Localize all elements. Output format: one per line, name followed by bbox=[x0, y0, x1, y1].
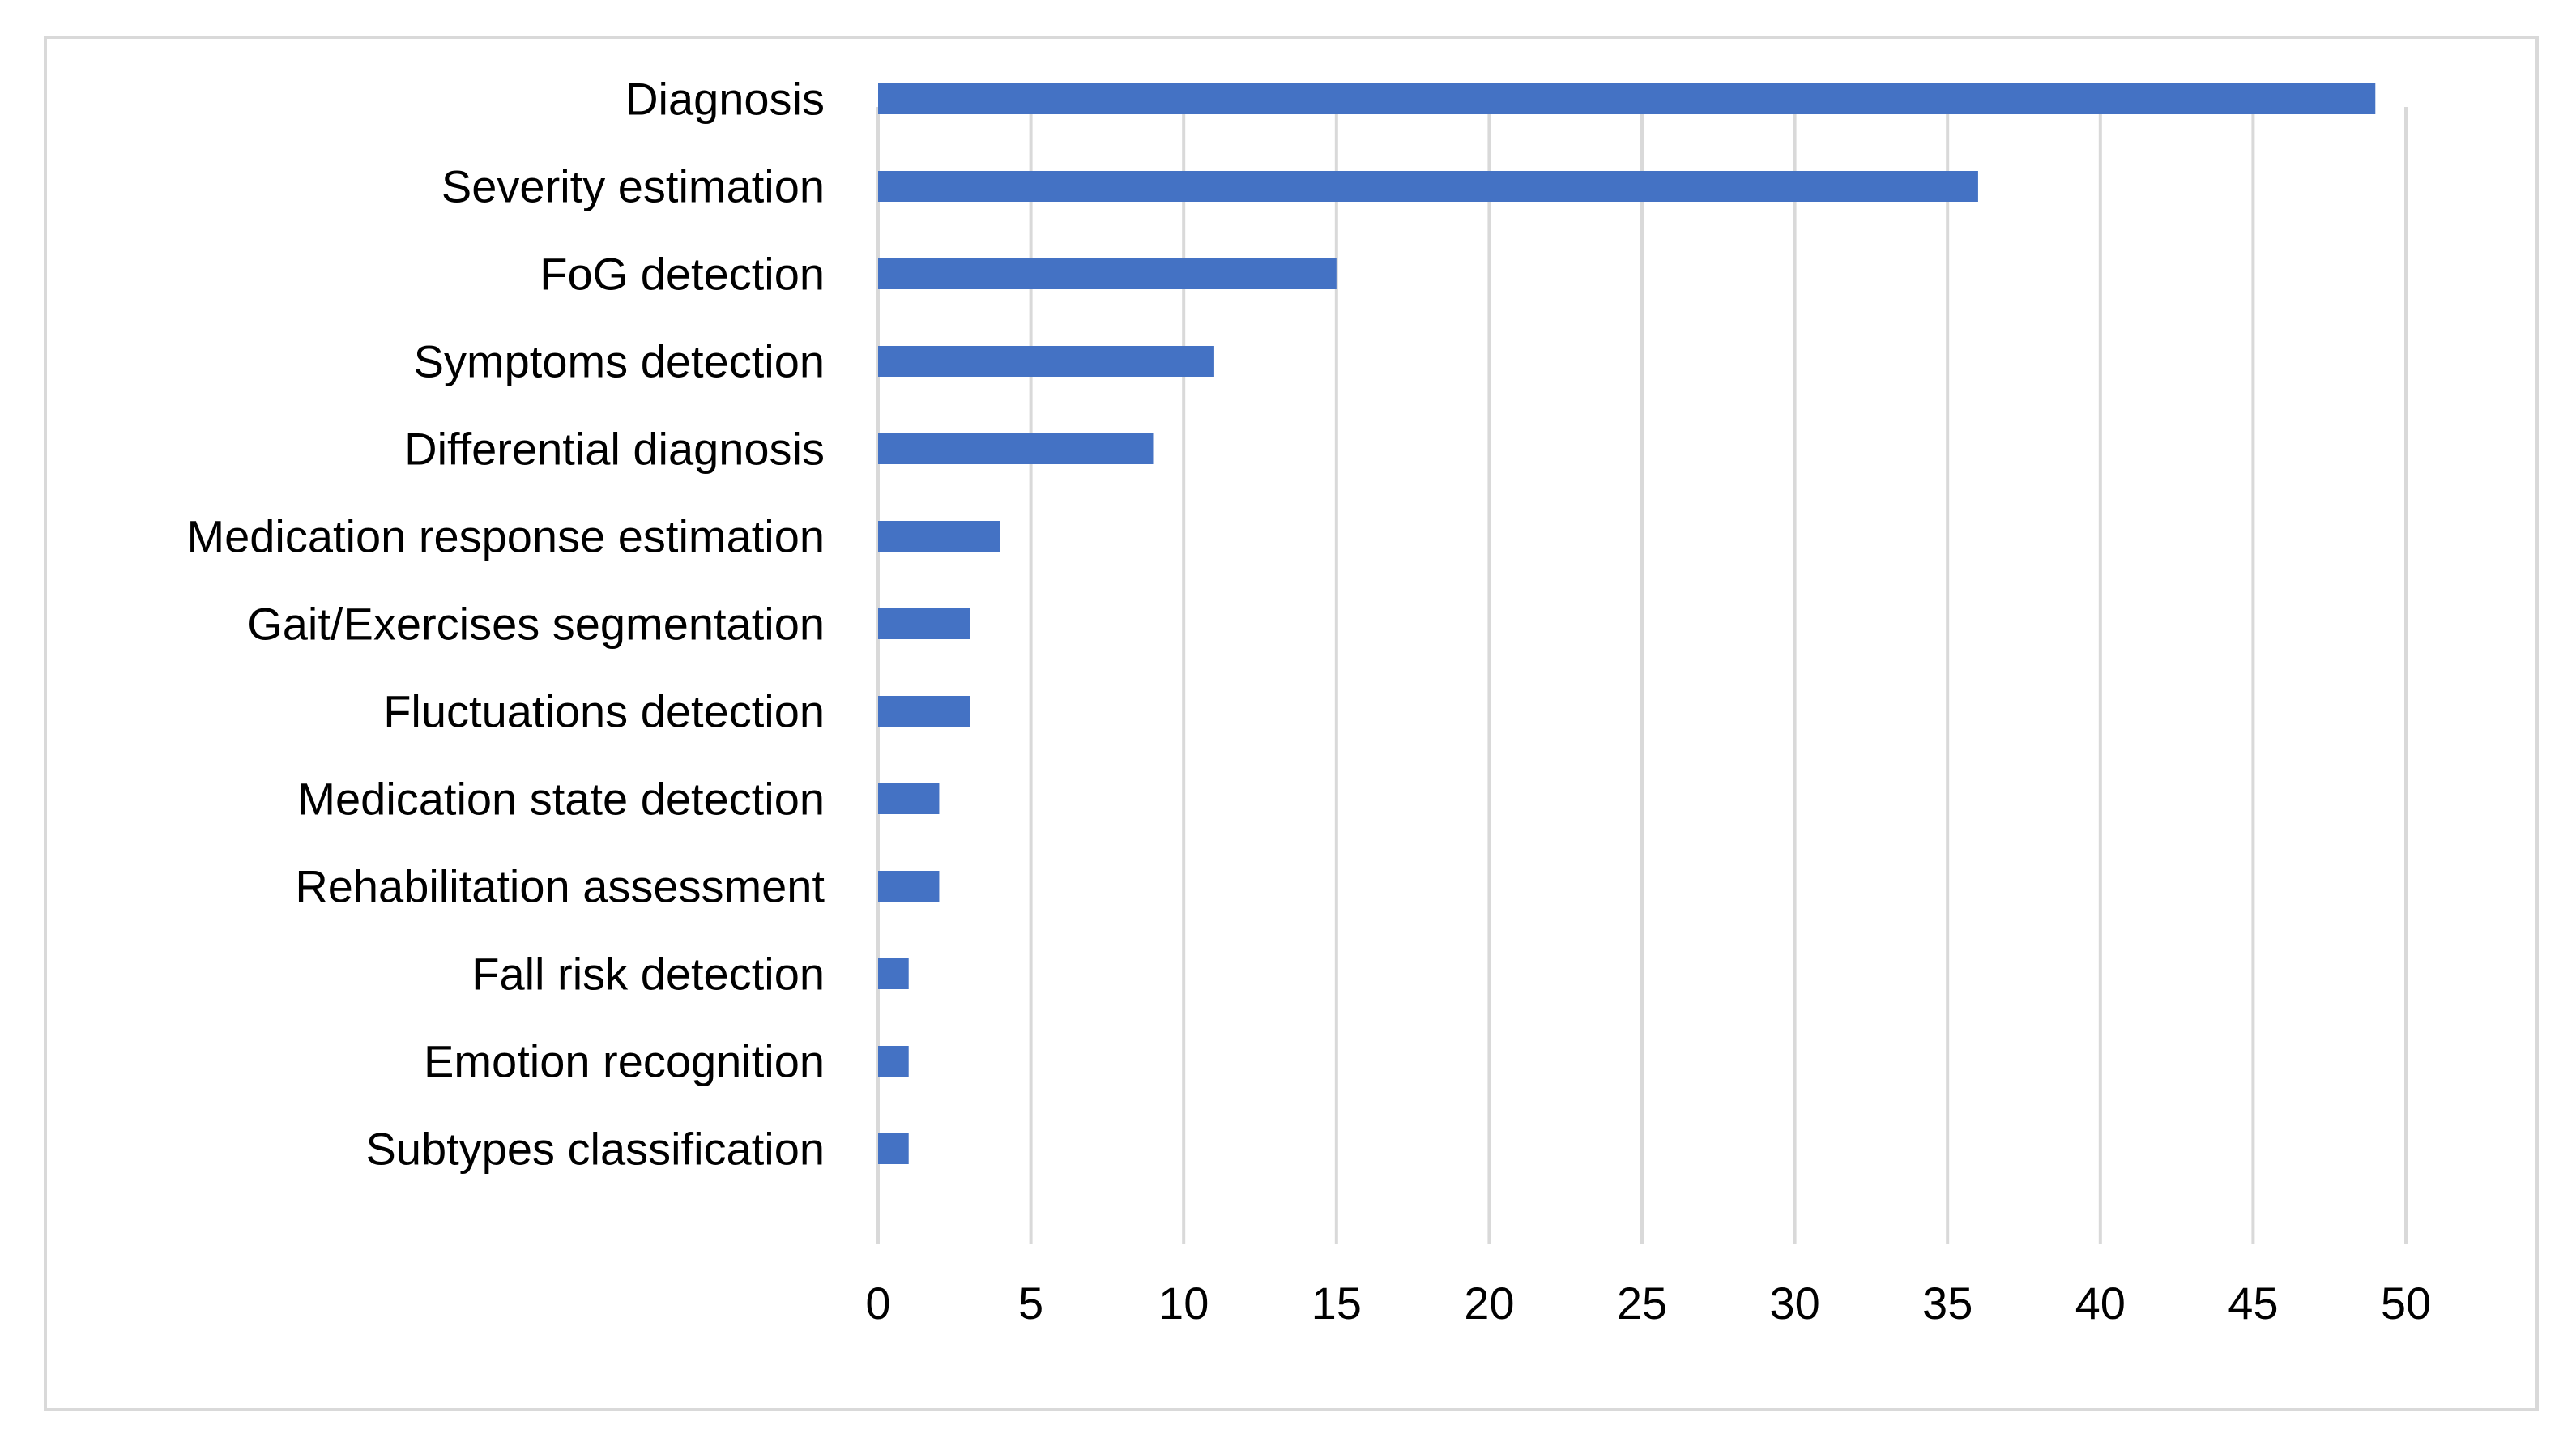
bar bbox=[878, 1133, 909, 1164]
x-tick-label: 20 bbox=[1464, 1278, 1514, 1329]
x-tick-label: 40 bbox=[2075, 1278, 2126, 1329]
category-label: Severity estimation bbox=[441, 161, 825, 212]
chart-frame: Diagnosis Severity estimation FoG detectio… bbox=[44, 36, 2539, 1411]
category-labels: Diagnosis Severity estimation FoG detectio… bbox=[186, 74, 825, 1175]
category-label: Differential diagnosis bbox=[404, 424, 825, 475]
x-tick-label: 30 bbox=[1769, 1278, 1819, 1329]
bar bbox=[878, 521, 1000, 552]
x-tick-label: 5 bbox=[1018, 1278, 1043, 1329]
x-tick-label: 35 bbox=[1922, 1278, 1973, 1329]
bars bbox=[878, 83, 2376, 1164]
bar bbox=[878, 871, 940, 902]
bar bbox=[878, 608, 970, 639]
category-label: Symptoms detection bbox=[414, 336, 825, 387]
category-label: Emotion recognition bbox=[424, 1036, 825, 1087]
x-tick-labels: 0 5 10 15 20 25 30 35 40 45 50 bbox=[865, 1278, 2431, 1329]
category-label: Gait/Exercises segmentation bbox=[247, 599, 825, 650]
category-label: FoG detection bbox=[540, 249, 825, 300]
x-tick-label: 45 bbox=[2228, 1278, 2278, 1329]
gridlines bbox=[876, 107, 2408, 1244]
bar-chart: Diagnosis Severity estimation FoG detectio… bbox=[186, 74, 2431, 1329]
bar bbox=[878, 783, 940, 814]
bar bbox=[878, 433, 1154, 464]
bar bbox=[878, 1046, 909, 1077]
category-label: Rehabilitation assessment bbox=[295, 861, 825, 912]
x-tick-label: 50 bbox=[2381, 1278, 2431, 1329]
bar bbox=[878, 258, 1337, 289]
x-tick-label: 15 bbox=[1311, 1278, 1362, 1329]
bar bbox=[878, 171, 1978, 202]
bar bbox=[878, 83, 2376, 114]
category-label: Fall risk detection bbox=[471, 949, 825, 1000]
x-tick-label: 10 bbox=[1158, 1278, 1209, 1329]
x-tick-label: 25 bbox=[1617, 1278, 1667, 1329]
bar bbox=[878, 346, 1214, 377]
category-label: Medication response estimation bbox=[186, 511, 825, 562]
category-label: Diagnosis bbox=[625, 74, 825, 125]
category-label: Medication state detection bbox=[297, 774, 825, 825]
x-tick-label: 0 bbox=[865, 1278, 890, 1329]
bar bbox=[878, 696, 970, 727]
category-label: Subtypes classification bbox=[365, 1124, 825, 1175]
bar bbox=[878, 958, 909, 989]
category-label: Fluctuations detection bbox=[383, 686, 825, 737]
